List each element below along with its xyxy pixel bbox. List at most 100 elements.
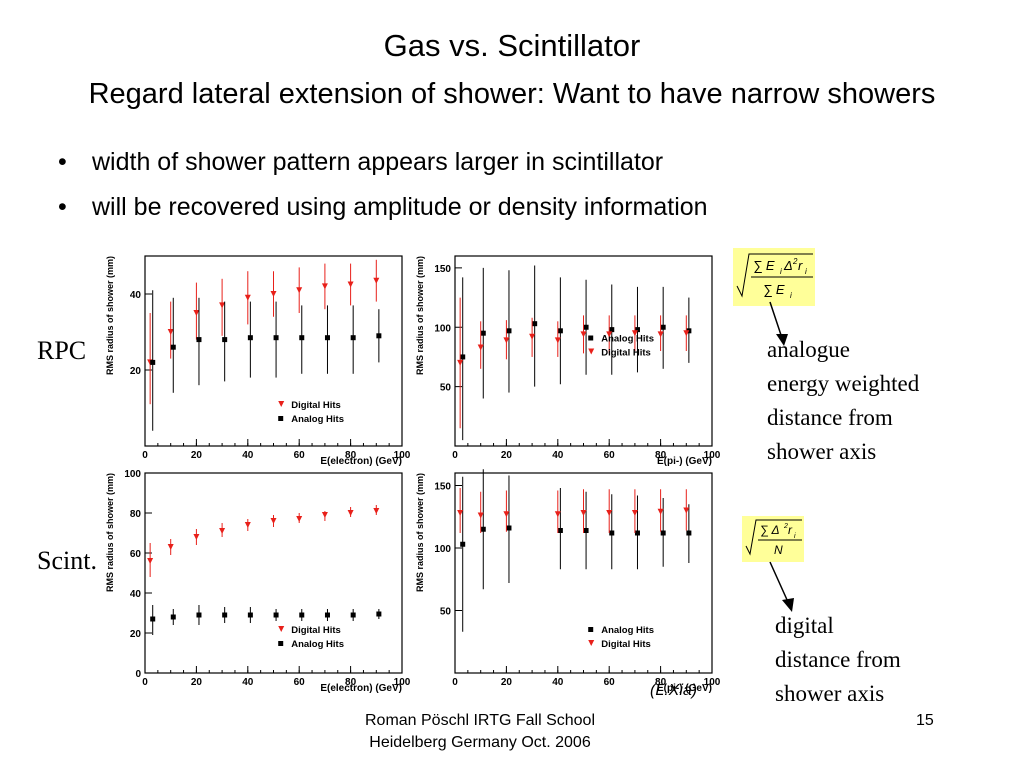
- x-tick-label: 40: [552, 677, 564, 688]
- data-point-square: [170, 344, 176, 350]
- row-label-rpc: RPC: [37, 336, 87, 365]
- data-point-square: [376, 611, 382, 617]
- data-point-triangle: [554, 511, 561, 518]
- legend-label: Digital Hits: [291, 400, 341, 411]
- data-point-triangle: [167, 544, 174, 550]
- y-tick-label: 80: [130, 509, 142, 520]
- legend-marker-triangle: [278, 626, 285, 632]
- footer-line: Heidelberg Germany Oct. 2006: [369, 734, 591, 751]
- row-label-scint: Scint.: [37, 546, 97, 575]
- data-point-triangle: [296, 516, 303, 522]
- legend-label: Analog Hits: [601, 625, 654, 636]
- svg-text:i: i: [805, 267, 807, 276]
- chart-scint-pion: 0 20 40 60 80 100 50 100 150 E(pi-) (GeV) RMS radi…: [415, 469, 720, 694]
- credit: (L.Xia): [650, 682, 698, 699]
- data-point-triangle: [321, 283, 328, 290]
- page-number: 15: [916, 712, 934, 729]
- y-tick-label: 100: [434, 323, 451, 334]
- data-point-triangle: [683, 330, 690, 337]
- x-tick-label: 100: [704, 450, 720, 461]
- y-tick-label: 40: [130, 290, 142, 301]
- x-tick-label: 100: [394, 450, 410, 461]
- y-tick-label: 20: [130, 629, 142, 640]
- analogue-note: analogue energy weighted distance from s…: [767, 333, 919, 469]
- data-point-triangle: [657, 331, 664, 338]
- legend-marker-square: [278, 416, 284, 421]
- legend-label: Digital Hits: [601, 348, 651, 359]
- data-point-triangle: [631, 330, 638, 337]
- note-line: distance from: [767, 405, 893, 430]
- data-point-triangle: [270, 518, 277, 524]
- data-point-square: [150, 616, 156, 622]
- energy-weighted-radius-formula-icon: ∑ E i Δ 2 r i ∑ E i: [736, 253, 813, 300]
- data-point-triangle: [167, 329, 174, 335]
- y-tick-label: 0: [135, 669, 141, 680]
- x-tick-label: 60: [604, 677, 616, 688]
- svg-text:r: r: [788, 523, 793, 537]
- note-line: analogue: [767, 337, 851, 362]
- data-point-square: [222, 612, 228, 618]
- plot-frame: [144, 472, 403, 674]
- data-point-square: [660, 530, 666, 536]
- x-tick-label: 0: [452, 677, 458, 688]
- svg-text:r: r: [798, 258, 803, 273]
- y-axis-label: RMS radius of shower (mm): [415, 473, 425, 592]
- data-point-triangle: [503, 337, 510, 344]
- data-point-square: [273, 612, 279, 618]
- data-point-square: [609, 530, 615, 536]
- svg-text:∑ E: ∑ E: [753, 258, 775, 273]
- data-point-triangle: [477, 512, 484, 519]
- data-point-triangle: [347, 510, 354, 516]
- note-line: digital: [775, 613, 834, 638]
- x-tick-label: 40: [552, 450, 564, 461]
- data-point-triangle: [193, 310, 200, 316]
- bullet-text: width of shower pattern appears larger i…: [92, 148, 664, 176]
- data-point-triangle: [147, 558, 154, 564]
- bullet-text: will be recovered using amplitude or den…: [92, 193, 708, 221]
- data-point-triangle: [554, 337, 561, 344]
- svg-text:∑ Δ: ∑ Δ: [760, 523, 780, 537]
- slide-subtitle: Regard lateral extension of shower: Want…: [88, 78, 936, 110]
- svg-text:∑ E: ∑ E: [763, 282, 785, 297]
- note-line: shower axis: [767, 439, 877, 464]
- y-axis-label: RMS radius of shower (mm): [105, 256, 115, 375]
- y-tick-label: 150: [434, 482, 451, 493]
- data-point-triangle: [296, 287, 303, 294]
- digital-radius-formula-icon: ∑ Δ 2 r i N: [745, 519, 802, 557]
- legend-label: Digital Hits: [601, 639, 651, 650]
- digital-formula: ∑ Δ 2 r i N: [742, 516, 804, 562]
- bullet-dot: •: [58, 148, 67, 176]
- x-axis-label: E(pi-) (GeV): [657, 683, 712, 694]
- data-point-square: [350, 335, 356, 341]
- arrow-down-icon: [769, 561, 794, 612]
- x-tick-label: 100: [704, 677, 720, 688]
- x-tick-label: 60: [604, 450, 616, 461]
- y-tick-label: 100: [434, 544, 451, 555]
- data-point-triangle: [270, 291, 277, 297]
- x-tick-label: 80: [345, 450, 357, 461]
- analogue-formula: ∑ E i Δ 2 r i ∑ E i: [733, 248, 815, 306]
- svg-text:i: i: [790, 291, 792, 300]
- data-point-square: [506, 328, 512, 334]
- data-point-square: [686, 530, 692, 536]
- data-point-square: [196, 337, 202, 343]
- data-point-triangle: [606, 331, 613, 338]
- svg-text:N: N: [774, 543, 783, 557]
- note-line: energy weighted: [767, 371, 920, 396]
- y-tick-label: 50: [440, 383, 452, 394]
- data-point-square: [196, 612, 202, 618]
- data-point-triangle: [683, 507, 690, 514]
- x-tick-label: 60: [294, 450, 306, 461]
- x-tick-label: 80: [345, 677, 357, 688]
- svg-text:i: i: [794, 533, 796, 540]
- data-point-triangle: [657, 508, 664, 515]
- data-point-square: [634, 530, 640, 536]
- data-point-square: [460, 354, 466, 360]
- data-point-square: [583, 324, 589, 330]
- data-point-triangle: [193, 534, 200, 540]
- legend-label: Digital Hits: [291, 625, 341, 636]
- y-tick-label: 150: [434, 264, 451, 275]
- data-point-square: [222, 337, 228, 343]
- data-point-square: [583, 528, 589, 533]
- slide-title: Gas vs. Scintillator: [383, 28, 641, 63]
